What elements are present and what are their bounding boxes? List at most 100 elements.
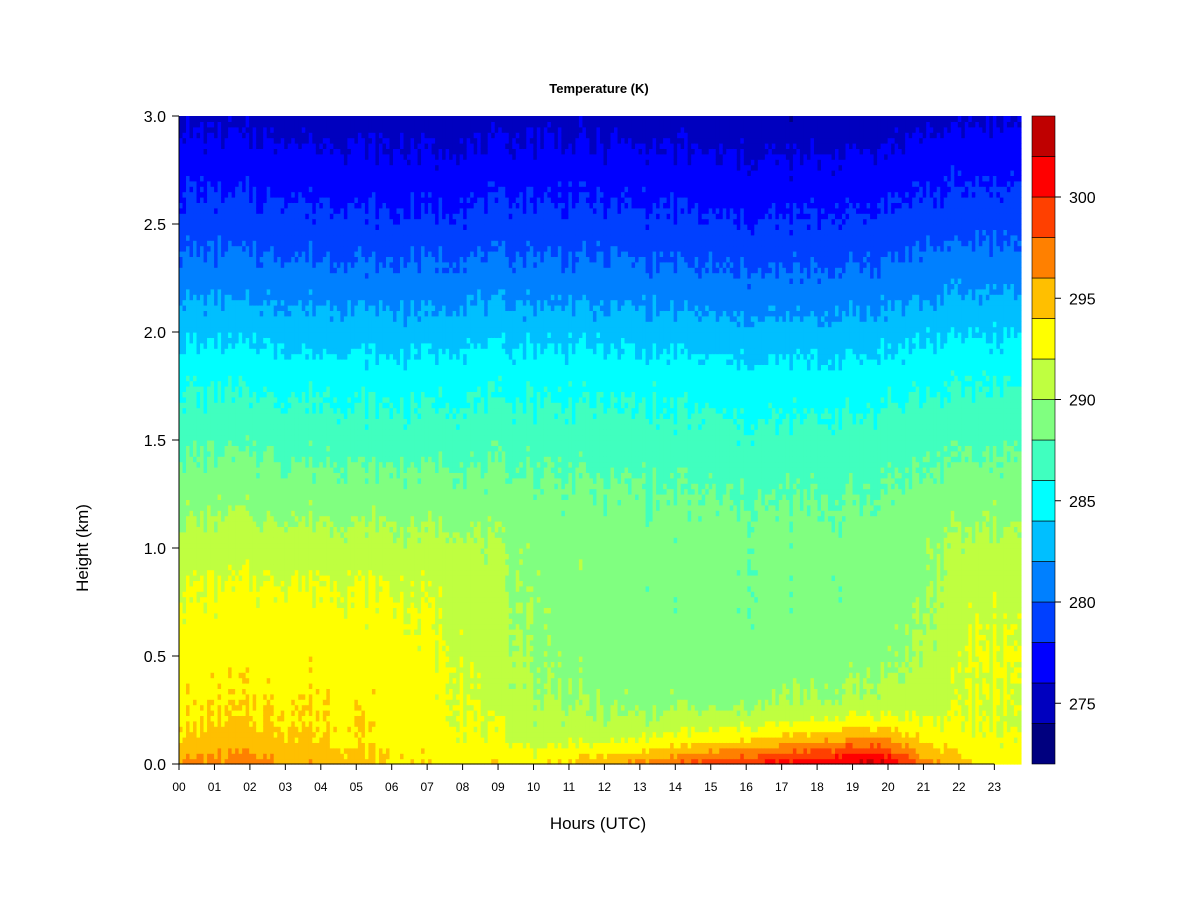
heatmap-cell [263,229,268,236]
heatmap-cell [224,218,229,225]
heatmap-cell [280,639,285,646]
heatmap-cell [196,116,201,122]
heatmap-cell [182,294,187,301]
heatmap-cell [315,310,320,317]
heatmap-cell [305,710,310,716]
heatmap-cell [200,661,205,668]
heatmap-cell [224,585,229,592]
heatmap-cell [280,677,285,684]
heatmap-cell [217,699,222,706]
heatmap-cell [186,186,191,193]
heatmap-cell [207,504,212,511]
heatmap-cell [266,434,271,441]
heatmap-cell [301,612,306,619]
heatmap-cell [193,240,198,247]
heatmap-cell [284,213,289,220]
heatmap-cell [270,407,275,414]
heatmap-cell [294,121,299,128]
heatmap-cell [263,391,268,398]
heatmap-cell [263,434,268,441]
heatmap-cell [189,224,194,230]
heatmap-cell [252,272,257,279]
heatmap-cell [270,337,275,344]
heatmap-cell [266,580,271,587]
heatmap-cell [224,251,229,257]
heatmap-cell [210,159,215,166]
heatmap-cell [298,634,303,641]
heatmap-cell [249,305,254,311]
heatmap-cell [319,170,324,176]
heatmap-cell [284,591,289,598]
heatmap-cell [308,515,313,522]
heatmap-cell [305,542,310,549]
heatmap-cell [315,294,320,301]
heatmap-cell [263,294,268,301]
heatmap-cell [221,224,226,230]
heatmap-cell [256,375,261,382]
heatmap-cell [312,272,317,279]
heatmap-cell [221,342,226,349]
heatmap-cell [221,737,226,743]
heatmap-cell [322,450,327,457]
heatmap-cell [217,467,222,473]
heatmap-cell [256,407,261,414]
heatmap-cell [252,261,257,268]
heatmap-cell [182,693,187,700]
heatmap-cell [242,672,247,679]
heatmap-cell [287,467,292,473]
heatmap-cell [242,251,247,257]
heatmap-cell [214,126,219,133]
heatmap-cell [224,407,229,414]
heatmap-cell [196,537,201,544]
heatmap-cell [277,267,282,274]
heatmap-cell [305,569,310,576]
heatmap-cell [291,159,296,166]
heatmap-cell [238,699,243,706]
heatmap-cell [256,607,261,614]
heatmap-cell [210,672,215,679]
heatmap-cell [298,731,303,738]
heatmap-cell [200,645,205,652]
heatmap-cell [256,153,261,160]
heatmap-cell [319,159,324,166]
heatmap-cell [252,494,257,500]
heatmap-cell [200,234,205,241]
heatmap-cell [182,726,187,733]
heatmap-cell [308,499,313,506]
heatmap-cell [207,429,212,436]
heatmap-cell [193,332,198,338]
heatmap-cell [182,515,187,522]
heatmap-cell [294,191,299,198]
heatmap-cell [259,715,264,722]
heatmap-cell [315,305,320,311]
heatmap-cell [280,607,285,614]
heatmap-cell [231,720,236,727]
heatmap-cell [249,726,254,733]
heatmap-cell [308,148,313,155]
heatmap-cell [217,483,222,490]
heatmap-cell [266,472,271,479]
heatmap-cell [256,132,261,139]
heatmap-cell [193,575,198,581]
heatmap-cell [231,526,236,533]
heatmap-cell [259,202,264,209]
heatmap-cell [319,726,324,733]
heatmap-cell [256,483,261,490]
heatmap-cell [189,440,194,446]
heatmap-cell [186,348,191,355]
heatmap-cell [200,283,205,290]
heatmap-cell [280,143,285,149]
heatmap-cell [214,510,219,517]
heatmap-cell [301,353,306,360]
heatmap-cell [252,391,257,398]
heatmap-cell [210,191,215,198]
heatmap-cell [242,758,247,765]
heatmap-cell [259,548,264,554]
heatmap-cell [280,526,285,533]
heatmap-cell [308,407,313,414]
heatmap-cell [287,251,292,257]
heatmap-cell [249,418,254,425]
heatmap-cell [322,623,327,630]
heatmap-cell [287,170,292,176]
heatmap-cell [315,283,320,290]
